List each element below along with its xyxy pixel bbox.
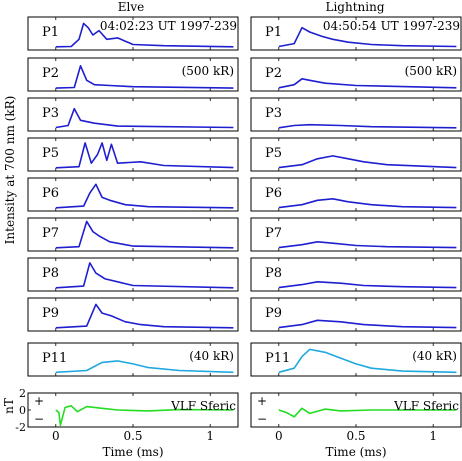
elve-panel-p6-label: P6 <box>42 186 59 201</box>
elve-panel-p11-scale-label: (40 kR) <box>189 349 234 363</box>
lightning-timestamp: 04:50:54 UT 1997-239 <box>323 19 460 33</box>
lightning-panel-p3-label: P3 <box>265 106 282 121</box>
elve-panel-p5-trace <box>55 142 234 169</box>
lightning-panel-p9-trace <box>278 319 457 329</box>
lightning-xtick-label: 0 <box>275 429 283 443</box>
elve-panel-p8-trace <box>55 262 234 289</box>
elve-panel-p2-label: P2 <box>42 66 59 81</box>
elve-sferic-panel-trace <box>55 404 234 427</box>
column-title-lightning: Lightning <box>325 0 384 14</box>
elve-panel-p2-trace <box>55 65 234 89</box>
elve-panel-p11-trace <box>55 360 234 374</box>
lightning-panel-p11-scale-label: (40 kR) <box>412 349 457 363</box>
lightning-panel-p2-scale-label: (500 kR) <box>405 64 457 78</box>
panels-layer: P1 04:02:23 UT 1997-239 P2 (500 kR) P3 P5 P6 P7… <box>2 16 462 459</box>
lightning-panel-p8-label: P8 <box>265 266 282 281</box>
lightning-panel-p5-trace <box>278 155 457 169</box>
elve-sferic-panel-ytick-label: -2 <box>15 421 26 434</box>
lightning-panel-p1-label: P1 <box>265 25 282 40</box>
elve-panel-p9-label: P9 <box>42 306 59 321</box>
lightning-sferic-panel-label: VLF Sferic <box>393 399 459 413</box>
lightning-panel-p8-trace <box>278 280 457 289</box>
lightning-panel-p1: P1 04:50:54 UT 1997-239 <box>250 16 462 51</box>
lightning-x-axis-label: Time (ms) <box>325 445 386 459</box>
elve-panel-p9-trace <box>55 303 234 329</box>
lightning-sferic-panel-minus-mark: − <box>257 412 267 426</box>
lightning-panel-p7-label: P7 <box>265 226 282 241</box>
lightning-xtick-label: 1 <box>429 429 437 443</box>
column-title-elve: Elve <box>118 0 144 14</box>
lightning-panel-p9-frame <box>250 297 462 332</box>
elve-panel-p7-trace <box>55 220 234 249</box>
lightning-panel-p9-label: P9 <box>265 306 282 321</box>
lightning-panel-p11-label: P11 <box>265 351 290 366</box>
lightning-panel-p5-label: P5 <box>265 146 282 161</box>
lightning-sferic-panel-plus-mark: + <box>257 394 267 408</box>
elve-panel-p11: P11 (40 kR) <box>27 342 239 377</box>
elve-sferic-panel-plus-mark: + <box>34 394 44 408</box>
elve-sferic-panel-ytick-label: 2 <box>19 387 26 400</box>
elve-panel-p1: P1 04:02:23 UT 1997-239 <box>27 16 239 51</box>
elve-panel-p9-frame <box>27 297 239 332</box>
lightning-xtick-label: 0.5 <box>346 429 365 443</box>
elve-panel-p6-trace <box>55 183 234 209</box>
elve-panel-p8-label: P8 <box>42 266 59 281</box>
lightning-panel-p6-frame <box>250 177 462 212</box>
lightning-panel-p8-frame <box>250 257 462 292</box>
lightning-panel-p6-trace <box>278 198 457 209</box>
elve-xtick-label: 0.5 <box>123 429 142 443</box>
elve-panel-p3-label: P3 <box>42 106 59 121</box>
elve-panel-p1-label: P1 <box>42 25 59 40</box>
elve-panel-p8: P8 <box>27 257 239 292</box>
elve-sferic-panel-yaxis-label: nT <box>2 398 16 414</box>
elve-panel-p2: P2 (500 kR) <box>27 57 239 92</box>
elve-xtick-label: 0 <box>52 429 60 443</box>
lightning-panel-p11-trace <box>278 348 457 374</box>
lightning-panel-p2: P2 (500 kR) <box>250 57 462 92</box>
lightning-panel-p1-trace <box>278 26 457 48</box>
lightning-panel-p2-trace <box>278 78 457 89</box>
elve-panel-p1-trace <box>55 22 234 48</box>
elve-panel-p7: P7 <box>27 217 239 252</box>
y-axis-label: Intensity at 700 nm (kR) <box>3 96 17 245</box>
lightning-panel-p5: P5 <box>250 137 462 172</box>
lightning-panel-p9: P9 <box>250 297 462 332</box>
elve-panel-p5-label: P5 <box>42 146 59 161</box>
elve-panel-p2-scale-label: (500 kR) <box>182 64 234 78</box>
elve-panel-p3: P3 <box>27 97 239 132</box>
elve-panel-p5: P5 <box>27 137 239 172</box>
elve-xtick-label: 1 <box>206 429 214 443</box>
elve-panel-p11-label: P11 <box>42 351 67 366</box>
lightning-sferic-panel-trace <box>278 407 457 418</box>
elve-panel-p7-label: P7 <box>42 226 59 241</box>
elve-timestamp: 04:02:23 UT 1997-239 <box>100 19 237 33</box>
elve-sferic-panel-ytick-label: 0 <box>19 404 26 417</box>
elve-panel-p3-trace <box>55 107 234 129</box>
lightning-panel-p2-label: P2 <box>265 66 282 81</box>
lightning-panel-p7-trace <box>278 241 457 249</box>
elve-x-axis-label: Time (ms) <box>102 445 163 459</box>
lightning-panel-p3-trace <box>278 123 457 129</box>
elve-panel-p9: P9 <box>27 297 239 332</box>
elve-panel-p6: P6 <box>27 177 239 212</box>
y-axis-label-group: Intensity at 700 nm (kR) <box>3 96 17 245</box>
elve-sferic-panel-minus-mark: − <box>34 412 44 426</box>
lightning-sferic-panel: VLF Sferic + −0 0.5 1 Time (ms) <box>250 392 462 459</box>
elve-sferic-panel-label: VLF Sferic <box>170 399 236 413</box>
lightning-panel-p6-label: P6 <box>265 186 282 201</box>
lightning-panel-p3: P3 <box>250 97 462 132</box>
lightning-panel-p7: P7 <box>250 217 462 252</box>
lightning-panel-p8: P8 <box>250 257 462 292</box>
lightning-panel-p6: P6 <box>250 177 462 212</box>
lightning-panel-p11: P11 (40 kR) <box>250 342 462 377</box>
